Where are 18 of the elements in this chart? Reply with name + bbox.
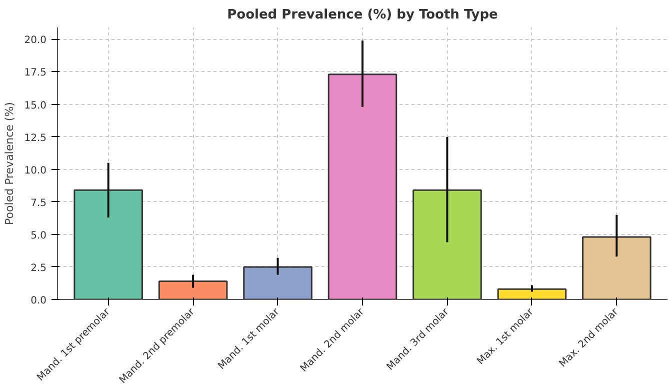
bar (412, 189, 482, 300)
bar (74, 189, 143, 300)
chart-title: Pooled Prevalence (%) by Tooth Type (227, 8, 498, 22)
bar (243, 266, 312, 300)
y-tick-label: 10.0 (24, 165, 46, 176)
y-tick-label: 0.0 (30, 296, 47, 306)
y-axis-title: Pooled Prevalence (%) (3, 102, 16, 225)
y-tick-label: 20.0 (24, 35, 46, 46)
bar (497, 288, 567, 300)
y-tick-label: 17.5 (24, 68, 46, 79)
bar (582, 236, 652, 300)
y-tick-label: 12.5 (24, 132, 46, 144)
y-tick-label: 2.5 (30, 262, 47, 274)
bar (158, 280, 228, 300)
y-tick-label: 5.0 (30, 230, 47, 242)
y-tick-label: 15.0 (24, 100, 46, 112)
y-tick-label: 7.5 (30, 198, 47, 209)
bar (328, 74, 398, 300)
